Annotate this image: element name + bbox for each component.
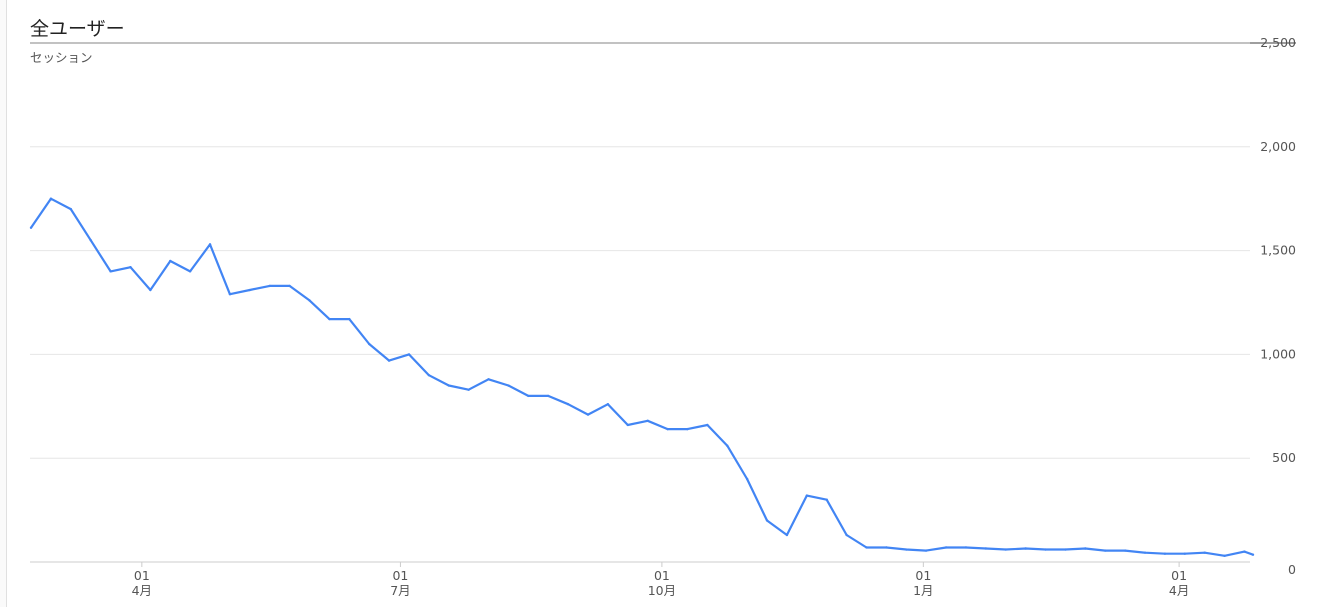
y-tick-label: 1,500 [1260,243,1296,258]
gridlines [30,42,1250,563]
data-point[interactable] [1044,548,1047,551]
data-point[interactable] [825,498,828,501]
x-tick-month: 7月 [390,583,410,598]
left-border [0,0,7,607]
metric-label: セッション [30,50,93,65]
data-point[interactable] [865,546,868,549]
data-point[interactable] [547,394,550,398]
data-point[interactable] [1203,551,1206,554]
data-point[interactable] [745,477,749,481]
data-point[interactable] [1223,554,1226,557]
data-point[interactable] [1143,551,1147,554]
data-point[interactable] [606,403,610,406]
data-point[interactable] [268,284,271,288]
data-point[interactable] [726,444,729,447]
data-point[interactable] [208,243,212,246]
x-tick-day: 01 [134,568,150,583]
data-point[interactable] [169,259,172,263]
data-point[interactable] [1104,549,1107,552]
data-point[interactable] [1084,547,1087,550]
segment-title: 全ユーザー [30,18,125,40]
x-tick-month: 1月 [913,583,933,598]
data-point[interactable] [1183,552,1186,555]
data-point[interactable] [348,317,351,321]
data-point[interactable] [686,427,689,431]
data-point[interactable] [1024,547,1027,550]
data-point[interactable] [566,403,570,406]
x-tick-month: 4月 [132,583,152,598]
data-point[interactable] [407,353,411,356]
data-point[interactable] [646,419,649,423]
data-points [29,197,1255,557]
data-point[interactable] [387,359,391,362]
x-tick-day: 01 [915,568,931,583]
data-point[interactable] [69,207,72,211]
data-point[interactable] [1004,548,1007,551]
y-tick-label: 500 [1272,450,1296,465]
data-point[interactable] [367,342,371,346]
x-tick-day: 01 [392,568,408,583]
x-tick-month: 4月 [1169,583,1189,598]
data-point[interactable] [447,384,450,387]
series-line [30,197,1254,557]
data-point[interactable] [49,197,53,200]
data-point[interactable] [1251,553,1255,556]
x-tick-month: 10月 [648,583,676,598]
data-point[interactable] [288,284,291,288]
data-point[interactable] [1163,552,1167,555]
data-point[interactable] [845,533,848,537]
y-tick-label: 1,000 [1260,346,1296,361]
data-point[interactable] [805,494,809,497]
data-point[interactable] [507,384,510,387]
data-point[interactable] [467,388,470,391]
data-point[interactable] [785,533,789,537]
data-point[interactable] [984,547,988,550]
data-point[interactable] [1243,550,1246,553]
y-axis-ticks: 0 500 1,000 1,500 2,000 2,500 [1260,35,1296,577]
data-point[interactable] [149,288,152,292]
data-point[interactable] [109,270,112,273]
y-tick-label: 0 [1288,562,1296,577]
x-tick-day: 01 [654,568,670,583]
data-point[interactable] [527,394,530,398]
data-point[interactable] [228,292,232,296]
data-point[interactable] [666,427,669,431]
data-point[interactable] [129,266,132,269]
data-point[interactable] [487,378,490,381]
data-point[interactable] [905,548,908,551]
y-tick-label: 2,500 [1260,35,1296,50]
data-point[interactable] [944,546,948,549]
data-point[interactable] [706,423,709,427]
data-point[interactable] [328,317,331,321]
data-point[interactable] [188,270,192,273]
data-point[interactable] [308,299,311,302]
data-point[interactable] [765,519,769,522]
data-point[interactable] [924,549,928,552]
data-point[interactable] [29,226,33,229]
y-tick-label: 2,000 [1260,139,1296,154]
data-point[interactable] [626,423,629,427]
x-tick-day: 01 [1171,568,1187,583]
data-point[interactable] [248,288,252,292]
data-point[interactable] [1123,549,1127,552]
data-point[interactable] [427,373,431,377]
data-point[interactable] [1064,548,1067,551]
data-point[interactable] [89,239,92,242]
data-point[interactable] [885,546,888,549]
data-point[interactable] [964,546,968,549]
data-point[interactable] [586,413,590,416]
